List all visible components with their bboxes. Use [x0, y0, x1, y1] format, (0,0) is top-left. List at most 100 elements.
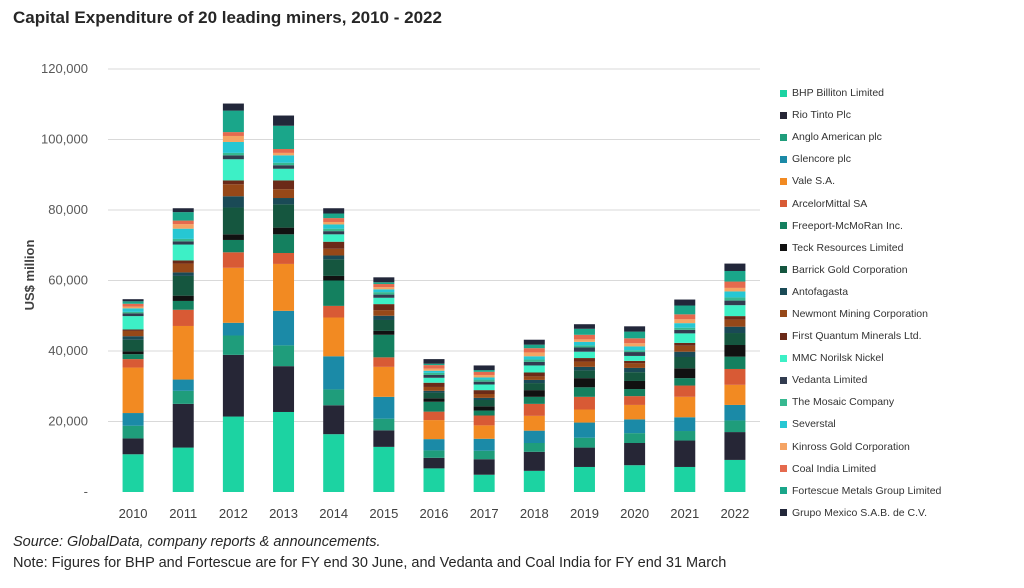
bar-segment — [273, 155, 295, 163]
bar-segment — [724, 281, 746, 288]
legend-label: Severstal — [792, 418, 836, 431]
bar-segment — [674, 329, 696, 334]
bar-segment — [724, 368, 746, 385]
bar-segment — [724, 316, 746, 320]
bar-segment — [624, 465, 646, 492]
bar-segment — [323, 259, 345, 276]
bar-segment — [573, 345, 595, 348]
bar-segment — [624, 355, 646, 361]
bar-segment — [624, 346, 646, 351]
bar-segment — [323, 389, 345, 406]
bar-segment — [573, 339, 595, 342]
bar-segment — [373, 289, 395, 293]
bar-segment — [573, 466, 595, 492]
bar-segment — [172, 275, 194, 296]
x-tick-label: 2015 — [369, 506, 398, 521]
bar-segment — [323, 213, 345, 219]
bar-segment — [172, 309, 194, 326]
bar-segment — [423, 377, 445, 383]
bar-segment — [473, 384, 495, 391]
bar-segment — [674, 466, 696, 492]
bar-segment — [273, 310, 295, 346]
chart-plot: -20,00040,00060,00080,000100,000120,000 … — [22, 61, 760, 521]
bar-segment — [373, 310, 395, 316]
legend-swatch — [780, 443, 787, 451]
bar-segment — [624, 372, 646, 381]
bar-segment — [523, 430, 545, 444]
bar-segment — [222, 267, 244, 323]
bar-segment — [573, 387, 595, 397]
bar-segment — [573, 396, 595, 410]
bar-segment — [172, 447, 194, 492]
x-tick-label: 2014 — [319, 506, 348, 521]
legend-label: Freeport-McMoRan Inc. — [792, 219, 903, 232]
bar-segment — [273, 253, 295, 264]
bar-segment — [172, 295, 194, 301]
bar-segment — [724, 432, 746, 460]
bar-segment — [323, 241, 345, 249]
bar-segment — [323, 231, 345, 235]
bar-segment — [724, 297, 746, 301]
bar-segment — [674, 368, 696, 379]
x-tick-label: 2011 — [169, 506, 197, 521]
legend-swatch — [780, 133, 787, 141]
bar-segment — [523, 383, 545, 391]
bar-segment — [423, 411, 445, 421]
bar-segment — [172, 325, 194, 380]
bar-segment — [323, 405, 345, 435]
legend-label: BHP Billiton Limited — [792, 87, 885, 100]
legend-swatch — [780, 177, 787, 185]
legend-swatch — [780, 155, 787, 163]
bar-segment — [674, 342, 696, 346]
bar-segment — [674, 440, 696, 467]
bar-segment — [373, 366, 395, 397]
bar-segment — [523, 390, 545, 397]
bar-segment — [473, 394, 495, 398]
bar-segment — [473, 410, 495, 416]
bar-segment — [423, 386, 445, 391]
bar-segment — [373, 315, 395, 320]
bar-segment — [323, 234, 345, 242]
bar-segment — [473, 374, 495, 378]
bar-segment — [624, 352, 646, 356]
bar-segment — [172, 272, 194, 276]
legend-item: Severstal — [780, 413, 1020, 435]
bar-segment — [222, 110, 244, 133]
x-tick-label: 2017 — [470, 506, 499, 521]
legend-item: Newmont Mining Corporation — [780, 303, 1020, 325]
legend-label: MMC Norilsk Nickel — [792, 352, 884, 365]
bar-segment — [624, 343, 646, 347]
legend-label: Barrick Gold Corporation — [792, 263, 908, 276]
legend-item: MMC Norilsk Nickel — [780, 347, 1020, 369]
bar-segment — [523, 379, 545, 384]
legend-swatch — [780, 332, 787, 340]
bar-segment — [222, 103, 244, 111]
bar-segment — [674, 351, 696, 357]
legend-item: Grupo Mexico S.A.B. de C.V. — [780, 502, 1020, 524]
bar-segment — [222, 180, 244, 185]
bar-segment — [473, 379, 495, 382]
bar-segment — [222, 155, 244, 160]
bar-segment — [624, 389, 646, 397]
bar-segment — [222, 152, 244, 156]
bar-segment — [222, 196, 244, 208]
bar-segment — [122, 336, 144, 340]
bar-segment — [573, 358, 595, 362]
y-tick-label: 80,000 — [48, 202, 88, 217]
x-axis-ticks: 2010 2011 2012 2013 2014 2015 2016 2017 2018 2019… — [119, 506, 750, 521]
y-tick-label: 20,000 — [48, 414, 88, 429]
legend-item: Fortescue Metals Group Limited — [780, 480, 1020, 502]
bar-segment — [373, 304, 395, 311]
x-tick-label: 2018 — [520, 506, 549, 521]
bar-stack-2021 — [674, 299, 696, 492]
legend-label: Anglo American plc — [792, 131, 882, 144]
bar-segment — [122, 454, 144, 492]
bar-segment — [573, 341, 595, 346]
bar-segment — [323, 305, 345, 318]
bar-stack-2010 — [122, 299, 144, 492]
bar-segment — [724, 333, 746, 346]
bar-segment — [122, 313, 144, 317]
bar-segment — [724, 345, 746, 357]
bar-segment — [624, 419, 646, 434]
bar-segment — [674, 299, 696, 306]
